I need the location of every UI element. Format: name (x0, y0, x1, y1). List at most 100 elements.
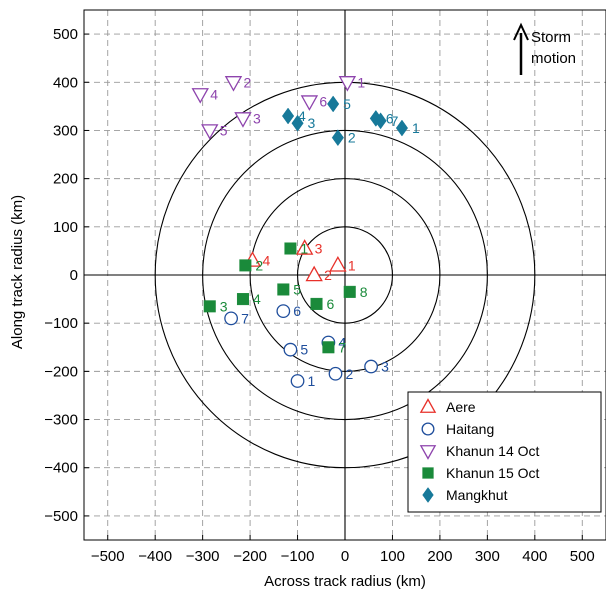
y-tick-label: 200 (53, 171, 78, 188)
x-tick-label: −500 (91, 548, 125, 565)
x-tick-label: 400 (522, 548, 547, 565)
marker-shape (236, 293, 249, 306)
data-point (224, 76, 243, 92)
marker-shape (338, 76, 357, 92)
data-point-label: 2 (255, 257, 263, 273)
marker-shape (201, 124, 219, 140)
data-point (331, 129, 344, 147)
y-tick-label: −200 (44, 363, 78, 380)
legend-marker (419, 398, 437, 413)
x-tick-label: 300 (475, 548, 500, 565)
x-tick-label: 100 (380, 548, 405, 565)
x-tick-label: −400 (138, 548, 172, 565)
marker-shape (310, 297, 323, 310)
data-point-label: 6 (327, 296, 335, 312)
data-point-label: 4 (262, 253, 270, 269)
data-point-label: 4 (338, 334, 346, 350)
storm-motion-annotation: Storm motion (513, 22, 576, 75)
data-point (327, 95, 340, 113)
data-point (343, 285, 356, 298)
marker-shape (191, 88, 209, 104)
data-point-label: 3 (381, 359, 389, 375)
data-point (224, 311, 238, 326)
legend-marker (421, 422, 435, 436)
y-tick-label: 100 (53, 219, 78, 236)
marker-shape (419, 398, 437, 413)
data-point (234, 112, 252, 128)
data-point (281, 107, 295, 125)
data-point (295, 239, 314, 255)
data-point-label: 2 (243, 74, 251, 90)
data-point (338, 76, 357, 92)
legend-marker (422, 467, 434, 479)
data-point-label: 3 (308, 115, 316, 131)
marker-shape (395, 119, 409, 137)
data-point (291, 114, 304, 132)
data-point (305, 265, 323, 282)
data-point (283, 342, 298, 357)
data-point (236, 293, 249, 306)
data-point (203, 300, 216, 313)
data-point-label: 4 (210, 86, 218, 102)
marker-shape (343, 285, 356, 298)
marker-shape (224, 311, 238, 326)
marker-shape (422, 487, 434, 503)
marker-shape (419, 445, 437, 460)
x-axis-label: Across track radius (km) (264, 573, 426, 590)
data-point-label: 1 (308, 373, 316, 389)
data-point-label: 5 (293, 281, 301, 297)
y-tick-label: −500 (44, 508, 78, 525)
data-point-label: 1 (357, 74, 365, 90)
marker-shape (364, 359, 378, 374)
marker-shape (291, 114, 304, 132)
marker-shape (322, 341, 335, 354)
legend-label: Mangkhut (446, 487, 508, 503)
data-point-label: 3 (315, 241, 323, 257)
marker-shape (224, 76, 243, 92)
data-point (290, 374, 305, 388)
x-tick-label: 200 (427, 548, 452, 565)
marker-shape (327, 95, 340, 113)
data-point-label: 3 (253, 110, 261, 126)
data-point-label: 1 (348, 257, 356, 273)
data-point-label: 7 (241, 310, 249, 326)
data-point-label: 1 (412, 120, 420, 136)
y-tick-label: −400 (44, 460, 78, 477)
data-point (239, 259, 252, 272)
data-point (310, 297, 323, 310)
data-point-label: 2 (348, 130, 356, 146)
marker-shape (331, 129, 344, 147)
legend-marker (422, 487, 434, 503)
data-point-label: 6 (319, 94, 327, 110)
data-point-label: 5 (343, 96, 351, 112)
data-point (191, 88, 209, 104)
marker-shape (239, 259, 252, 272)
y-tick-label: −300 (44, 412, 78, 429)
marker-shape (295, 239, 314, 255)
y-tick-label: −100 (44, 315, 78, 332)
data-point-label: 1 (300, 241, 308, 257)
y-tick-label: 300 (53, 122, 78, 139)
data-point (284, 242, 297, 255)
marker-shape (290, 374, 305, 388)
data-point-label: 2 (346, 366, 354, 382)
data-point (300, 95, 319, 111)
marker-shape (422, 467, 434, 479)
marker-shape (329, 256, 347, 272)
legend-box (407, 391, 602, 513)
data-point (329, 256, 347, 272)
data-point (201, 124, 219, 140)
data-point-label: 8 (360, 284, 368, 300)
data-point (328, 366, 343, 381)
series-haitang: 1 2 3 4 5 6 7 (224, 303, 389, 389)
data-point-label: 4 (253, 291, 261, 307)
data-point-label: 5 (300, 342, 308, 358)
data-point-label: 4 (298, 108, 306, 124)
data-point-label: 2 (324, 267, 332, 283)
legend-label: Haitang (446, 421, 494, 437)
